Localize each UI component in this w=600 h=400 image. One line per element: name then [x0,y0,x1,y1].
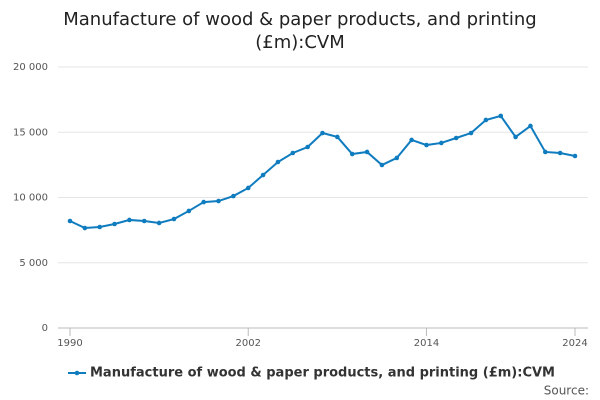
point [468,130,474,136]
point [424,142,429,148]
point [82,225,88,231]
point [349,151,355,157]
point [483,117,489,123]
point [112,221,117,227]
y-tick-label: 10 000 [13,193,48,204]
point [201,199,206,205]
point [290,150,296,156]
point [379,162,385,168]
point [245,185,251,191]
point [97,224,103,230]
point [67,218,73,224]
point [439,140,444,146]
point [231,193,236,199]
point [320,130,325,136]
x-tick-label: 2002 [236,338,261,349]
y-tick-label: 15 000 [13,127,48,138]
point [260,172,266,178]
point [305,144,310,150]
point [572,153,578,159]
point [141,218,147,224]
point [528,123,533,129]
point [335,134,340,140]
point [171,216,177,222]
point [557,150,563,156]
x-tick-label: 1990 [57,338,82,349]
point [498,113,504,119]
legend-marker [74,370,80,376]
point [513,134,518,140]
point [216,198,221,204]
point [364,149,370,155]
x-tick-label: 2014 [414,338,439,349]
legend-label: Manufacture of wood & paper products, an… [90,366,555,381]
x-tick-label: 2024 [562,338,587,349]
y-tick-label: 0 [42,323,48,334]
point [275,159,281,165]
chart-title: Manufacture of wood & paper products, an… [63,9,537,53]
source: Source: [544,384,589,398]
point [394,155,400,161]
y-tick-label: 5 000 [19,258,48,269]
point [409,137,414,143]
point [453,135,459,141]
y-tick-label: 20 000 [13,62,48,73]
point [127,217,132,223]
point [156,220,162,226]
point [186,208,192,214]
point [542,149,548,155]
